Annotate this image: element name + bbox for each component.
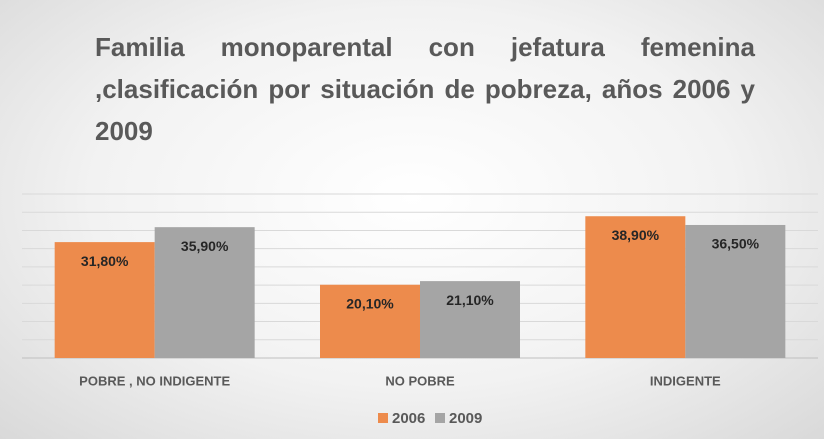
- bar: [320, 284, 420, 358]
- data-label: 35,90%: [181, 238, 229, 254]
- chart-title: Familia monoparental con jefatura femeni…: [95, 32, 755, 146]
- data-label: 21,10%: [446, 292, 494, 308]
- legend-swatch: [378, 413, 388, 423]
- data-label: 20,10%: [346, 295, 394, 311]
- legend-label: 2006: [392, 410, 425, 427]
- x-tick-label: POBRE , NO INDIGENTE: [79, 373, 230, 388]
- x-tick-label: NO POBRE: [385, 373, 455, 388]
- legend-swatch: [435, 413, 445, 423]
- data-label: 38,90%: [612, 227, 660, 243]
- bar: [420, 281, 520, 358]
- bar: [54, 242, 155, 358]
- data-label: 31,80%: [81, 253, 129, 269]
- bar: [685, 224, 786, 358]
- data-label: 36,50%: [712, 236, 760, 252]
- bar: [154, 227, 255, 358]
- x-tick-label: INDIGENTE: [650, 373, 721, 388]
- bar: [585, 216, 686, 358]
- legend-label: 2009: [449, 410, 482, 427]
